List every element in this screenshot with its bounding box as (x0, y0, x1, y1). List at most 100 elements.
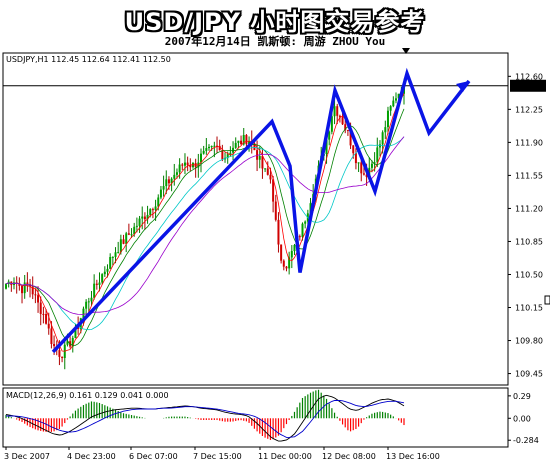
trend-path (51, 67, 471, 354)
candle-body (205, 148, 208, 151)
page-title: USD/JPY 小时图交易参考 (124, 8, 426, 36)
candle-body (122, 239, 125, 244)
candle-body (58, 350, 61, 357)
price-tick-label: 110.85 (515, 237, 543, 246)
candle-body (344, 124, 347, 130)
candle-body (242, 135, 245, 145)
candle-body (5, 284, 7, 289)
candle-body (226, 154, 229, 158)
macd-signal-line (6, 400, 405, 438)
candle-body (213, 145, 216, 147)
candle-body (338, 115, 341, 118)
price-tick-label: 112.60 (515, 72, 543, 81)
candle-body (256, 150, 259, 160)
candle-body (261, 156, 264, 169)
candle-body (93, 283, 96, 298)
time-tick-label: 12 Dec 08:00 (322, 452, 376, 461)
price-tick-label: 112.25 (515, 105, 543, 114)
moving-average-line (5, 108, 405, 346)
current-price-box (510, 79, 546, 92)
candle-body (304, 221, 307, 224)
price-tick-label: 110.50 (515, 270, 543, 279)
candle-body (354, 153, 357, 164)
candle-body (234, 142, 237, 148)
price-tick-label: 109.80 (515, 337, 543, 346)
candle-body (66, 341, 69, 345)
candle-body (232, 147, 235, 153)
candle-body (26, 282, 29, 285)
candle-body (394, 98, 397, 101)
candle-body (45, 314, 48, 324)
candle-body (101, 274, 104, 283)
candle-body (183, 162, 186, 166)
candle-body (199, 153, 202, 163)
candle-body (114, 252, 117, 257)
axes-layer: 112.60 112.25 111.90 111.55 111.20 110.85 110.… (4, 72, 550, 461)
price-tick-label: 109.45 (515, 370, 543, 379)
candle-body (138, 218, 141, 226)
candle-body (352, 145, 355, 154)
time-tick-label: 6 Dec 07:00 (129, 452, 178, 461)
candle-body (42, 313, 45, 315)
candle-body (186, 162, 189, 166)
current-price-label: 112.50 (513, 82, 541, 91)
candle-body (31, 286, 34, 295)
candle-body (165, 179, 168, 187)
candle-body (77, 327, 80, 329)
candle-body (245, 135, 248, 145)
candle-body (389, 106, 392, 111)
candle-body (154, 206, 157, 210)
candle-body (109, 257, 112, 269)
time-tick-label: 3 Dec 2007 (4, 452, 50, 461)
time-tick-label: 11 Dec 00:00 (258, 452, 312, 461)
candle-body (266, 168, 269, 175)
candle-body (157, 197, 160, 207)
candle-body (357, 162, 360, 164)
candle-body (274, 201, 277, 220)
candle-body (362, 173, 365, 175)
candle-body (293, 244, 296, 252)
candle-body (285, 266, 288, 269)
trend-arrowhead (456, 81, 469, 93)
candle-body (381, 132, 384, 145)
candle-body (202, 150, 205, 154)
candle-body (146, 214, 149, 220)
price-tick-label: 110.15 (515, 304, 543, 313)
candle-body (127, 233, 130, 235)
candle-body (240, 140, 243, 145)
candle-body (37, 295, 40, 303)
candle-body (280, 244, 283, 261)
candle-body (181, 164, 184, 166)
candle-body (125, 233, 128, 244)
macd-label: MACD(12,26,9) 0.161 0.129 0.041 0.000 (6, 391, 169, 400)
candle-body (221, 150, 224, 160)
macd-panel-frame (2, 387, 509, 448)
candle-body (141, 216, 144, 219)
candle-body (341, 117, 344, 125)
candle-body (349, 130, 352, 146)
candle-body (143, 216, 146, 220)
candle-body (53, 343, 56, 347)
candle-body (106, 268, 109, 272)
candle-body (277, 219, 280, 245)
candle-body (384, 127, 387, 133)
candle-body (39, 302, 42, 314)
candle-body (269, 174, 272, 180)
candle-body (29, 284, 32, 287)
candle-body (74, 327, 77, 339)
candle-body (61, 356, 64, 359)
instrument-label: USDJPY,H1 112.45 112.64 112.41 112.50 (6, 55, 171, 64)
candle-body (298, 236, 301, 238)
price-panel: USDJPY,H1 112.45 112.64 112.41 112.50 (2, 48, 509, 386)
moving-average-line (5, 93, 405, 352)
candle-body (378, 144, 381, 148)
price-tick-label: 111.55 (515, 171, 543, 180)
candle-body (258, 156, 261, 160)
candle-body (47, 323, 50, 329)
candle-body (50, 328, 53, 344)
candle-body (336, 106, 339, 116)
candle-body (135, 225, 138, 227)
macd-tick-label: 0.29 (513, 392, 531, 401)
time-tick-label: 4 Dec 23:00 (67, 452, 116, 461)
